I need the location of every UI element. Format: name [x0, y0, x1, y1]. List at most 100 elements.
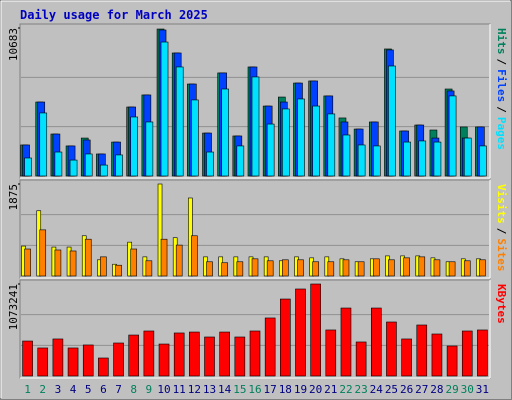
bar	[69, 250, 77, 277]
bar	[355, 341, 367, 377]
bar	[219, 331, 230, 377]
bar	[448, 261, 456, 277]
bar	[266, 123, 275, 177]
x-tick-label: 16	[248, 383, 261, 396]
bar	[221, 88, 229, 177]
bar	[403, 257, 410, 277]
bar	[433, 259, 441, 277]
legend: KBytes	[495, 284, 508, 324]
bar	[67, 347, 79, 377]
legend-entry: KBytes	[495, 284, 508, 324]
bar	[388, 259, 395, 277]
bar	[312, 261, 319, 277]
x-tick-label: 14	[218, 383, 232, 396]
x-tick-label: 9	[146, 383, 153, 396]
bar	[130, 116, 139, 177]
bar	[39, 112, 48, 177]
bar	[189, 331, 200, 377]
x-tick-label: 24	[370, 383, 384, 396]
legend-separator: /	[495, 228, 508, 235]
bar	[39, 229, 47, 277]
legend-separator: /	[495, 59, 508, 66]
bar	[357, 261, 365, 277]
x-tick-label: 15	[233, 383, 246, 396]
bar	[297, 98, 305, 177]
legend-entry: Visits	[495, 184, 508, 224]
x-tick-label: 2	[39, 383, 46, 396]
chart-title: Daily usage for March 2025	[20, 8, 208, 22]
bar	[461, 330, 473, 377]
bar	[113, 342, 124, 377]
bar	[206, 151, 214, 177]
bar	[175, 66, 184, 177]
bar	[191, 235, 198, 277]
bar	[234, 336, 246, 377]
bar	[100, 256, 107, 277]
bar	[370, 307, 382, 377]
bar	[22, 340, 33, 377]
bar	[143, 330, 155, 377]
x-tick-label: 5	[85, 383, 92, 396]
x-tick-label: 27	[415, 383, 428, 396]
bar	[401, 338, 412, 377]
x-tick-label: 23	[355, 383, 368, 396]
bar	[173, 332, 185, 377]
x-tick-label: 11	[173, 383, 186, 396]
bar	[236, 145, 245, 177]
bar	[403, 141, 411, 177]
bar	[54, 249, 62, 277]
bar	[130, 248, 138, 277]
bar	[463, 260, 471, 277]
bar	[145, 121, 154, 177]
x-tick-label: 31	[476, 383, 489, 396]
bar	[342, 134, 351, 177]
x-tick-label: 30	[461, 383, 474, 396]
bar	[295, 288, 306, 377]
x-tick-label: 28	[430, 383, 443, 396]
legend: Visits / Sites	[495, 184, 508, 272]
x-tick-label: 12	[188, 383, 201, 396]
x-tick-label: 8	[130, 383, 137, 396]
bar	[446, 345, 458, 377]
bar	[372, 145, 381, 177]
bar	[448, 95, 457, 177]
y-max-label: 10683	[7, 28, 20, 61]
x-tick-label: 6	[100, 383, 107, 396]
y-max-label: 1073241	[7, 284, 20, 330]
x-tick-label: 21	[324, 383, 337, 396]
bar	[158, 343, 170, 377]
x-tick-label: 19	[294, 383, 307, 396]
bar	[115, 154, 123, 177]
bar	[477, 329, 488, 377]
bar	[418, 140, 427, 177]
x-tick-label: 13	[203, 383, 216, 396]
bar	[221, 262, 228, 277]
bar	[191, 99, 199, 177]
bar	[128, 334, 140, 377]
bar	[84, 238, 92, 277]
bar	[251, 76, 260, 177]
bar	[204, 336, 215, 377]
y-max-label: 1875	[7, 184, 20, 211]
bar	[82, 344, 94, 377]
legend-entry: Files	[495, 69, 508, 102]
bar	[282, 259, 289, 277]
bar	[431, 333, 443, 377]
bar	[416, 324, 428, 377]
bar	[297, 259, 304, 277]
x-tick-label: 3	[55, 383, 62, 396]
bar	[84, 153, 93, 177]
bar	[433, 141, 442, 177]
bar	[325, 329, 337, 377]
bar	[206, 261, 213, 277]
bar	[249, 330, 261, 377]
bar	[24, 157, 32, 177]
legend-separator: /	[495, 106, 508, 113]
bar	[342, 259, 350, 277]
bar	[479, 145, 487, 177]
bar	[175, 244, 183, 277]
legend-entry: Sites	[495, 238, 508, 271]
bar	[327, 261, 335, 277]
